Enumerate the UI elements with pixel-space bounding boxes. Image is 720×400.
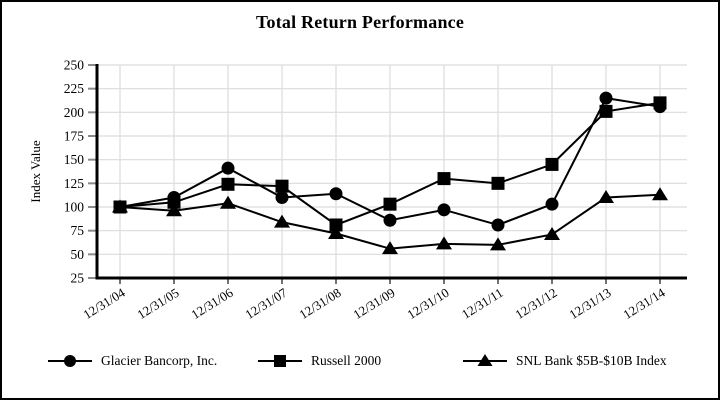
legend-item-russell-2000: Russell 2000 [258,352,381,370]
y-tick-label: 50 [71,247,85,262]
y-tick-label: 250 [64,58,85,73]
x-tick-label: 12/31/11 [459,285,506,322]
y-tick-label: 225 [64,81,85,96]
legend-circle-marker-icon [48,355,92,367]
y-tick-label: 150 [64,152,85,167]
data-point-glacier-bancorp-inc [221,161,235,175]
y-tick-label: 125 [64,176,85,191]
data-point-glacier-bancorp-inc [437,203,451,217]
x-tick-label: 12/31/12 [512,285,559,322]
y-axis-title: Index Value [28,140,43,202]
x-tick-label: 12/31/04 [80,285,128,322]
data-point-snl-bank-5b-10b-index [652,187,668,201]
chart-title: Total Return Performance [255,12,465,32]
y-tick-label: 100 [64,200,85,215]
x-tick-label: 12/31/13 [566,285,613,322]
data-point-russell-2000 [329,218,343,232]
data-point-snl-bank-5b-10b-index [328,226,344,240]
data-point-glacier-bancorp-inc [383,213,397,227]
data-point-russell-2000 [221,177,235,191]
data-point-russell-2000 [383,197,397,211]
x-tick-label: 12/31/07 [242,285,290,322]
x-tick-label: 12/31/09 [350,285,397,322]
legend-marker-glyph [64,355,76,367]
data-point-russell-2000 [275,179,289,193]
x-tick-label: 12/31/06 [188,285,236,322]
data-point-russell-2000 [599,104,613,118]
legend-item-snl-bank-5b-10b-index: SNL Bank $5B-$10B Index [463,352,667,370]
legend-label: SNL Bank $5B-$10B Index [516,353,667,368]
series-russell-2000 [113,96,667,232]
data-point-russell-2000 [545,157,559,171]
y-tick-label: 175 [64,129,85,144]
data-point-glacier-bancorp-inc [599,91,613,105]
data-point-snl-bank-5b-10b-index [166,203,182,217]
series-snl-bank-5b-10b-index [112,187,668,255]
chart-legend: Glacier Bancorp, Inc. Russell 2000 SNL Ban… [2,348,718,382]
y-tick-label: 25 [71,271,85,286]
legend-marker-glyph [477,354,493,366]
x-tick-label: 12/31/10 [404,285,451,322]
legend-marker-glyph [274,355,286,367]
x-tick-label: 12/31/14 [620,285,668,322]
data-point-snl-bank-5b-10b-index [220,195,236,209]
x-tick-label: 12/31/05 [134,285,181,322]
data-point-glacier-bancorp-inc [329,187,343,201]
legend-label: Glacier Bancorp, Inc. [101,353,218,368]
data-point-snl-bank-5b-10b-index [544,226,560,240]
y-tick-label: 75 [71,223,85,238]
data-point-russell-2000 [653,96,667,110]
data-point-snl-bank-5b-10b-index [382,241,398,255]
legend-triangle-marker-icon [463,354,507,366]
y-tick-label: 200 [64,105,85,120]
legend-square-marker-icon [258,355,302,367]
data-point-russell-2000 [491,176,505,190]
data-point-glacier-bancorp-inc [491,218,505,232]
legend-label: Russell 2000 [311,353,382,368]
data-point-snl-bank-5b-10b-index [274,214,290,228]
data-point-snl-bank-5b-10b-index [598,190,614,204]
data-point-russell-2000 [167,195,181,209]
data-point-snl-bank-5b-10b-index [490,237,506,251]
x-tick-label: 12/31/08 [296,285,343,322]
data-point-russell-2000 [437,172,451,186]
legend-item-glacier-bancorp-inc: Glacier Bancorp, Inc. [48,352,217,370]
data-point-glacier-bancorp-inc [545,197,559,211]
data-point-glacier-bancorp-inc [275,191,289,205]
data-point-snl-bank-5b-10b-index [112,199,128,213]
data-point-snl-bank-5b-10b-index [436,236,452,250]
